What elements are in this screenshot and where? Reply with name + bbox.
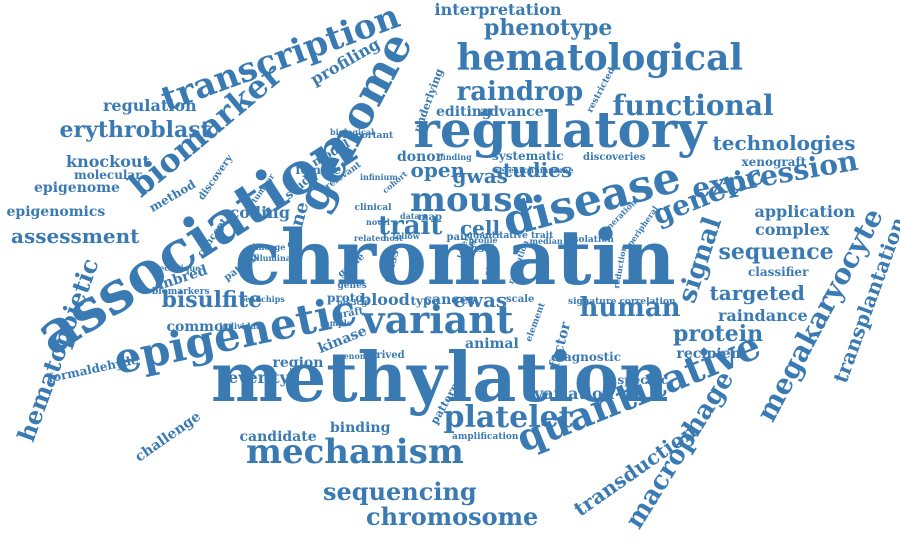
word-coding: coding [229,203,291,222]
word-pik3cg: pik3cg [337,297,368,307]
word-map: map [418,212,443,223]
word-element: element [523,300,548,343]
word-candidate: candidate [239,429,317,445]
word-trait: trait [378,211,443,241]
word-epigenome: epigenome [34,180,120,196]
word-variant: variant [362,297,514,342]
word-recipient: recipient [676,346,748,362]
word-sample: sample [320,318,352,328]
word-ewas: ewas [453,288,508,312]
word-human: human [579,293,681,323]
word-specific: specific [617,373,669,387]
word-regulation: regulation [103,96,197,115]
word-functional: functional [612,89,774,122]
word-technologies: technologies [712,131,856,155]
word-proto: proto [327,291,364,305]
word-hematopoietic: hematopoietic [10,254,104,446]
word-phenotype: phenotype [484,15,613,41]
word-genomic: genomic [338,351,377,361]
word-variation: variation [534,384,615,403]
word-discoveries: discoveries [583,152,646,163]
word-raindance: raindance [718,306,808,325]
word-blood: blood [360,290,410,309]
word-data: data [400,211,420,221]
word-genes: genes [337,280,367,291]
word-scale: scale [506,294,535,305]
word-derived: derived [363,350,405,361]
word-binding: binding [330,420,391,436]
word-type: type [410,294,440,308]
word-sequence: sequence [718,239,834,265]
word-hsct: hsct [470,241,496,255]
word-profile: profile [468,235,498,245]
word-infinium: infinium [360,172,398,182]
word-methylation: methylation [211,338,669,418]
word-platelet: platelet [443,400,573,435]
word-cancer: cancer [423,292,477,308]
word-important: important [342,130,394,141]
word-molecular: molecular [74,168,142,182]
word-gwas: gwas [452,164,508,188]
word-raindrop: raindrop [456,77,584,107]
word-studies: studies [491,158,573,182]
word-region: region [272,355,324,371]
word-lineage: lineage [252,242,286,252]
word-hematological: hematological [456,37,744,79]
word-erythroblast: erythroblast [59,117,211,143]
word-related: related [354,233,386,243]
word-biomarkers: biomarkers [152,286,210,297]
word-mouse: mouse [410,180,535,220]
word-challenge: challenge [132,408,204,466]
word-median: median [529,236,563,246]
word-host: host [383,233,403,243]
word-quantitative-trait: quantitative trait [466,230,554,241]
word-beadchips: beadchips [239,294,285,304]
word-novel: novel [366,217,390,227]
word-editing: editing [436,104,492,120]
word-complex: complex [755,220,830,239]
word-bisulfite: bisulfite [161,287,263,313]
word-chromosome: chromosome [366,502,539,531]
word-xenograft: xenograft [741,155,807,169]
word-finding: finding [440,152,472,162]
word-research-immune: research immune [495,165,574,175]
word-mechanism: mechanism [246,432,464,472]
word-isolation: isolation [570,234,614,245]
word-systematic: systematic [492,149,564,163]
word-animal: animal [465,336,519,352]
word-biological: biological [330,127,375,137]
word-targeted: targeted [709,281,805,305]
word-sequencing: sequencing [323,477,477,506]
word-severity: severity [219,368,289,387]
word-knockout: knockout [66,152,150,171]
word-illumina: illumina [253,253,291,263]
word-regulatory: regulatory [413,100,707,159]
word-individual: individual [219,321,265,331]
word-diagnostic: diagnostic [551,350,622,364]
word-pair: pair [446,232,470,243]
word-application: application [754,202,856,221]
word-protein: protein [673,321,764,347]
word-signature-correlation: signature correlation [568,296,676,307]
word-cell: cell [460,216,501,240]
word-amplification: amplification [452,431,519,442]
word-technique: technique [155,263,201,273]
word-follow: follow [392,231,420,241]
word-epigenomics: epigenomics [6,204,106,220]
word-donor: donor [397,149,444,165]
word-assessment: assessment [11,224,140,248]
word-open: open [410,158,466,182]
word-female: female [295,163,341,177]
word-classifier: classifier [748,265,809,279]
word-common: common [166,319,234,335]
word-advance: advance [480,104,544,120]
word-interpretation: interpretation [434,0,562,19]
word-chromatin: chromatin [234,213,676,302]
word-clinical: clinical [354,202,392,213]
